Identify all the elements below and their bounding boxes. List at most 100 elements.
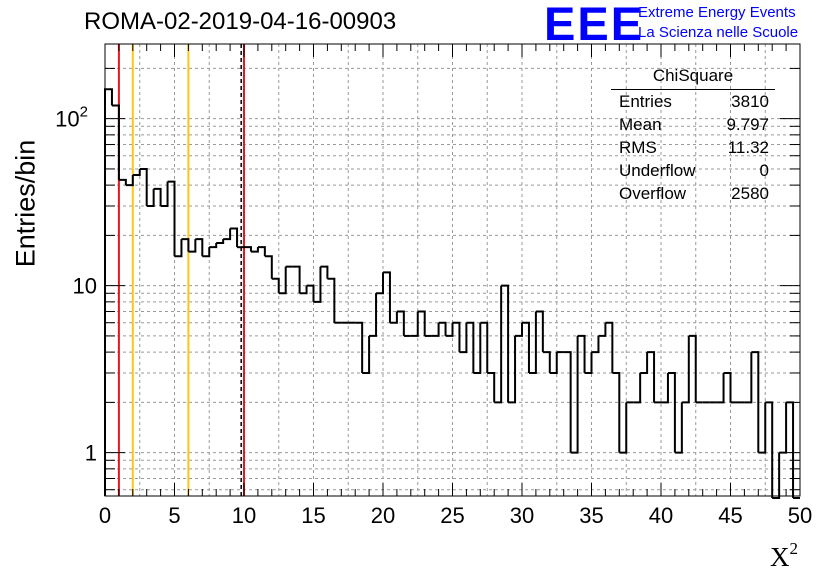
histogram-bin xyxy=(758,402,767,454)
stats-title: ChiSquare xyxy=(611,64,775,90)
x-tick-label: 50 xyxy=(788,503,812,528)
histogram-bin xyxy=(410,311,419,337)
chart-title: ROMA-02-2019-04-16-00903 xyxy=(84,8,397,35)
stats-row: RMS 11.32 xyxy=(611,136,775,159)
histogram-bin xyxy=(688,334,697,403)
histogram-bin xyxy=(598,322,607,337)
histogram-bin xyxy=(167,180,176,257)
x-tick-label: 20 xyxy=(371,503,395,528)
logo-line-2: La Scienza nelle Scuole xyxy=(638,24,799,41)
histogram-bin xyxy=(431,322,440,337)
histogram-bin xyxy=(216,239,225,245)
histogram-bin xyxy=(674,402,683,454)
histogram-bin xyxy=(716,372,725,404)
histogram-bin xyxy=(779,402,788,454)
x-tick-label: 40 xyxy=(649,503,673,528)
histogram-bin xyxy=(369,293,378,337)
stats-value: 9.797 xyxy=(726,115,769,134)
histogram-bin xyxy=(146,188,155,207)
histogram-bin xyxy=(118,178,127,186)
stats-value: 3810 xyxy=(731,92,769,111)
histogram-bin xyxy=(522,321,530,373)
stats-value: 11.32 xyxy=(727,138,769,157)
histogram-bin xyxy=(480,321,489,373)
histogram-bin xyxy=(125,174,134,187)
histogram-bin xyxy=(306,284,315,302)
histogram-bin xyxy=(494,285,503,404)
histogram-bin xyxy=(244,246,252,252)
y-tick-exponent: 2 xyxy=(80,104,88,121)
histogram-bin xyxy=(230,227,239,248)
histogram-bin xyxy=(160,181,169,207)
stats-row: Underflow 0 xyxy=(611,159,775,182)
histogram-bin xyxy=(313,266,322,303)
histogram-bin xyxy=(619,402,628,454)
histogram-bin xyxy=(570,335,579,454)
histogram-bin xyxy=(563,351,572,453)
reference-lines xyxy=(117,44,245,496)
histogram-bin xyxy=(327,277,336,323)
y-tick-label: 1 xyxy=(85,441,97,466)
histogram-bin xyxy=(396,310,405,336)
histogram-bin xyxy=(612,371,621,453)
histogram-bin xyxy=(515,322,523,337)
histogram-bin xyxy=(299,285,308,295)
histogram-bin xyxy=(487,371,496,403)
stats-label: Overflow xyxy=(619,184,687,203)
histogram-bin xyxy=(459,322,468,354)
stats-row: Mean 9.797 xyxy=(611,113,775,136)
histogram-bin xyxy=(250,247,259,253)
histogram-bin xyxy=(473,322,482,374)
x-tick-label: 25 xyxy=(440,503,464,528)
histogram-bin xyxy=(195,238,204,257)
histogram-bin xyxy=(417,310,426,336)
histogram-bin xyxy=(501,284,510,403)
histogram-bin xyxy=(640,352,649,374)
y-tick-label: 10 xyxy=(73,274,97,299)
histogram-bin xyxy=(139,167,148,206)
logo-line-1: Extreme Energy Events xyxy=(638,4,796,21)
histogram-bin xyxy=(320,265,329,279)
stats-label: Underflow xyxy=(619,161,696,180)
histogram-bin xyxy=(132,168,141,176)
histogram-bin xyxy=(202,247,211,258)
axis-ticks xyxy=(104,44,801,496)
y-tick-label: 102 xyxy=(55,104,88,132)
stats-label: Mean xyxy=(619,115,662,134)
histogram-bin xyxy=(174,239,183,258)
x-tick-label: 5 xyxy=(168,503,180,528)
y-axis-label: Entries/bin xyxy=(10,139,41,268)
grid xyxy=(105,44,800,496)
histogram-bin xyxy=(661,372,669,404)
x-tick-label: 0 xyxy=(99,503,111,528)
histogram-bin xyxy=(104,88,113,496)
x-tick-label: 10 xyxy=(232,503,256,528)
stats-value: 0 xyxy=(759,161,769,180)
histogram-bin xyxy=(452,321,461,353)
histogram-bin xyxy=(605,321,614,373)
histogram-bin xyxy=(772,452,781,499)
histogram-bin xyxy=(292,265,301,294)
histogram-bin xyxy=(542,351,551,373)
histogram-bin xyxy=(188,239,197,253)
histogram-bin xyxy=(751,351,760,453)
x-tick-label: 15 xyxy=(301,503,325,528)
histogram-bin xyxy=(584,352,593,374)
histogram-bin xyxy=(508,335,517,404)
eee-logo: EEE xyxy=(544,0,645,50)
histogram-bin xyxy=(257,246,266,257)
histogram-bin xyxy=(786,401,795,498)
x-axis-label: X2 xyxy=(770,539,798,572)
histogram-bin xyxy=(278,266,287,295)
histogram-bin xyxy=(535,310,544,353)
histogram-bin xyxy=(577,334,586,373)
histogram-bin xyxy=(438,321,447,336)
histogram-bin xyxy=(723,371,732,403)
stats-label: Entries xyxy=(619,92,672,111)
histogram-bin xyxy=(264,255,273,279)
histogram-bin xyxy=(223,228,232,241)
histogram-bin xyxy=(389,311,398,324)
histogram-bin xyxy=(549,352,558,374)
histogram-bin xyxy=(383,271,391,323)
